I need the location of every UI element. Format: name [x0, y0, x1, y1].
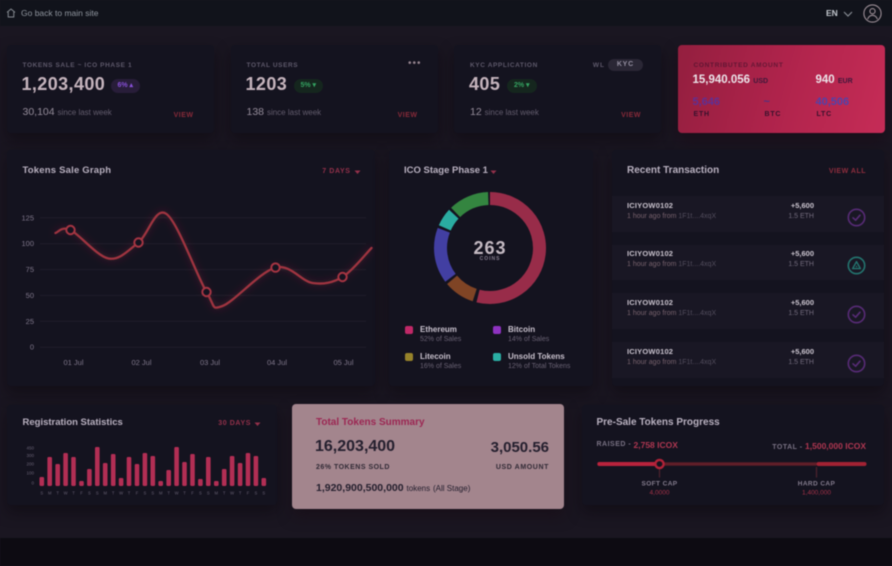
svg-text:03 Jul: 03 Jul: [199, 358, 219, 367]
svg-text:T: T: [127, 491, 130, 496]
svg-text:1,400,000: 1,400,000: [802, 490, 831, 497]
svg-text:T: T: [222, 491, 225, 496]
svg-text:50: 50: [25, 291, 33, 300]
svg-text:100: 100: [26, 470, 34, 475]
svg-text:M: M: [47, 491, 51, 496]
svg-text:T: T: [72, 491, 75, 496]
svg-text:0: 0: [31, 481, 34, 486]
svg-text:SOFT CAP: SOFT CAP: [641, 481, 677, 488]
svg-text:S: S: [40, 491, 43, 496]
svg-text:200: 200: [26, 462, 34, 467]
svg-text:100: 100: [21, 239, 34, 248]
svg-text:F: F: [135, 491, 138, 496]
svg-text:T: T: [183, 491, 186, 496]
svg-text:T: T: [167, 491, 170, 496]
svg-text:S: S: [262, 491, 265, 496]
svg-text:S: S: [206, 491, 209, 496]
svg-text:S: S: [95, 491, 98, 496]
svg-text:M: M: [103, 491, 107, 496]
svg-text:25: 25: [25, 317, 33, 326]
svg-text:F: F: [191, 491, 194, 496]
svg-text:HARD CAP: HARD CAP: [797, 481, 835, 488]
svg-text:75: 75: [25, 265, 33, 274]
svg-text:F: F: [80, 491, 83, 496]
svg-text:W: W: [63, 491, 67, 496]
svg-text:W: W: [119, 491, 123, 496]
svg-text:F: F: [246, 491, 249, 496]
svg-text:4,0000: 4,0000: [649, 490, 669, 497]
svg-text:T: T: [238, 491, 241, 496]
svg-text:300: 300: [26, 453, 34, 458]
svg-text:04 Jul: 04 Jul: [266, 358, 286, 367]
svg-text:S: S: [151, 491, 154, 496]
svg-text:T: T: [56, 491, 59, 496]
svg-text:S: S: [199, 491, 202, 496]
svg-text:02 Jul: 02 Jul: [131, 358, 151, 367]
svg-text:S: S: [254, 491, 257, 496]
svg-text:125: 125: [21, 213, 34, 222]
svg-text:450: 450: [26, 446, 34, 451]
svg-text:S: S: [143, 491, 146, 496]
svg-text:01 Jul: 01 Jul: [63, 358, 83, 367]
svg-text:T: T: [111, 491, 114, 496]
svg-text:W: W: [174, 491, 178, 496]
svg-text:M: M: [159, 491, 163, 496]
svg-text:05 Jul: 05 Jul: [333, 358, 353, 367]
svg-text:0: 0: [29, 343, 33, 352]
svg-text:S: S: [88, 491, 91, 496]
svg-text:M: M: [214, 491, 218, 496]
svg-text:W: W: [230, 491, 234, 496]
